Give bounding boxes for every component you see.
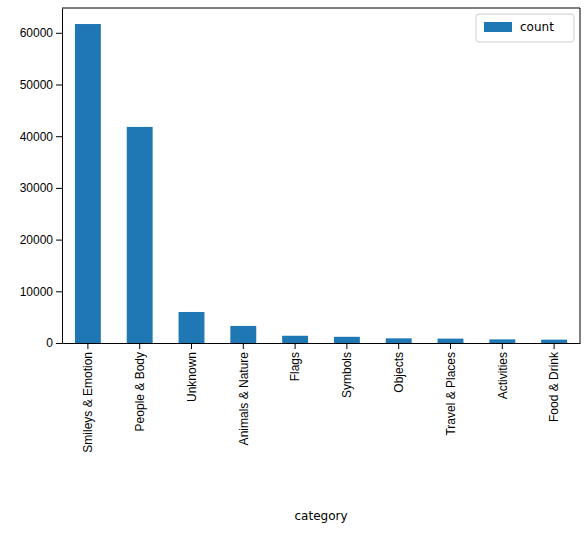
y-axis-line <box>62 9 63 344</box>
bar <box>127 127 153 343</box>
bar <box>282 336 308 343</box>
x-tick: Travel & Places <box>444 343 458 436</box>
y-tick: 20000 <box>20 233 62 247</box>
x-tick-label: Objects <box>392 352 406 393</box>
x-tick-mark <box>554 343 555 349</box>
y-tick-mark <box>56 291 62 292</box>
x-tick: Objects <box>392 343 406 393</box>
bar <box>438 339 464 343</box>
legend-box <box>476 14 574 42</box>
legend: count <box>476 14 574 42</box>
y-tick: 50000 <box>20 78 62 92</box>
x-tick: Unknown <box>185 343 199 402</box>
y-tick-label: 30000 <box>20 181 54 195</box>
bar <box>230 326 256 343</box>
x-tick-label: Food & Drink <box>547 351 561 422</box>
y-axis: 0 10000 20000 30000 40000 50000 60000 <box>20 9 63 351</box>
x-tick-mark <box>398 343 399 349</box>
x-tick-mark <box>295 343 296 349</box>
y-tick: 30000 <box>20 181 62 195</box>
x-tick: Food & Drink <box>547 343 561 422</box>
chart: 0 10000 20000 30000 40000 50000 60000 Smileys &… <box>0 0 586 558</box>
x-tick-mark <box>346 343 347 349</box>
x-tick-label: People & Body <box>133 352 147 431</box>
y-tick-label: 50000 <box>20 78 54 92</box>
y-tick-label: 60000 <box>20 26 54 40</box>
x-tick: Smileys & Emotion <box>81 343 95 453</box>
x-tick-mark <box>139 343 140 349</box>
x-tick-mark <box>243 343 244 349</box>
x-tick-mark <box>87 343 88 349</box>
bar <box>75 24 101 343</box>
bars <box>75 24 567 343</box>
x-tick: Flags <box>288 343 302 381</box>
y-tick-label: 20000 <box>20 233 54 247</box>
x-tick-label: Unknown <box>185 352 199 402</box>
y-tick: 40000 <box>20 130 62 144</box>
y-tick-mark <box>56 85 62 86</box>
legend-swatch <box>484 22 512 32</box>
x-tick-mark <box>191 343 192 349</box>
y-tick: 0 <box>46 336 62 350</box>
x-axis-title: category <box>294 509 347 523</box>
x-tick: Symbols <box>340 343 354 398</box>
x-tick-mark <box>502 343 503 349</box>
y-tick-mark <box>56 343 62 344</box>
y-tick-mark <box>56 188 62 189</box>
legend-label: count <box>520 20 554 34</box>
y-tick: 10000 <box>20 285 62 299</box>
frame <box>62 8 580 9</box>
y-tick-mark <box>56 240 62 241</box>
bar <box>334 337 360 343</box>
frame <box>580 8 581 343</box>
y-tick-mark <box>56 33 62 34</box>
y-tick-mark <box>56 136 62 137</box>
y-tick-label: 10000 <box>20 285 54 299</box>
x-tick-label: Activities <box>496 352 510 399</box>
bar <box>541 340 567 343</box>
bar <box>179 312 205 343</box>
x-tick-label: Smileys & Emotion <box>81 352 95 453</box>
x-tick-label: Symbols <box>340 352 354 398</box>
x-tick-mark <box>450 343 451 349</box>
bar <box>386 338 412 343</box>
bar <box>489 339 515 343</box>
x-axis: Smileys & Emotion People & Body Unknown Ani… <box>63 343 581 453</box>
x-tick: Animals & Nature <box>237 343 251 445</box>
x-tick: Activities <box>496 343 510 399</box>
y-tick-label: 0 <box>46 336 53 350</box>
x-tick-label: Travel & Places <box>444 352 458 436</box>
x-tick-label: Animals & Nature <box>237 352 251 446</box>
plot: 0 10000 20000 30000 40000 50000 60000 Smileys &… <box>20 8 581 453</box>
x-tick: People & Body <box>133 343 147 431</box>
x-tick-label: Flags <box>288 352 302 381</box>
y-tick-label: 40000 <box>20 130 54 144</box>
y-tick: 60000 <box>20 26 62 40</box>
